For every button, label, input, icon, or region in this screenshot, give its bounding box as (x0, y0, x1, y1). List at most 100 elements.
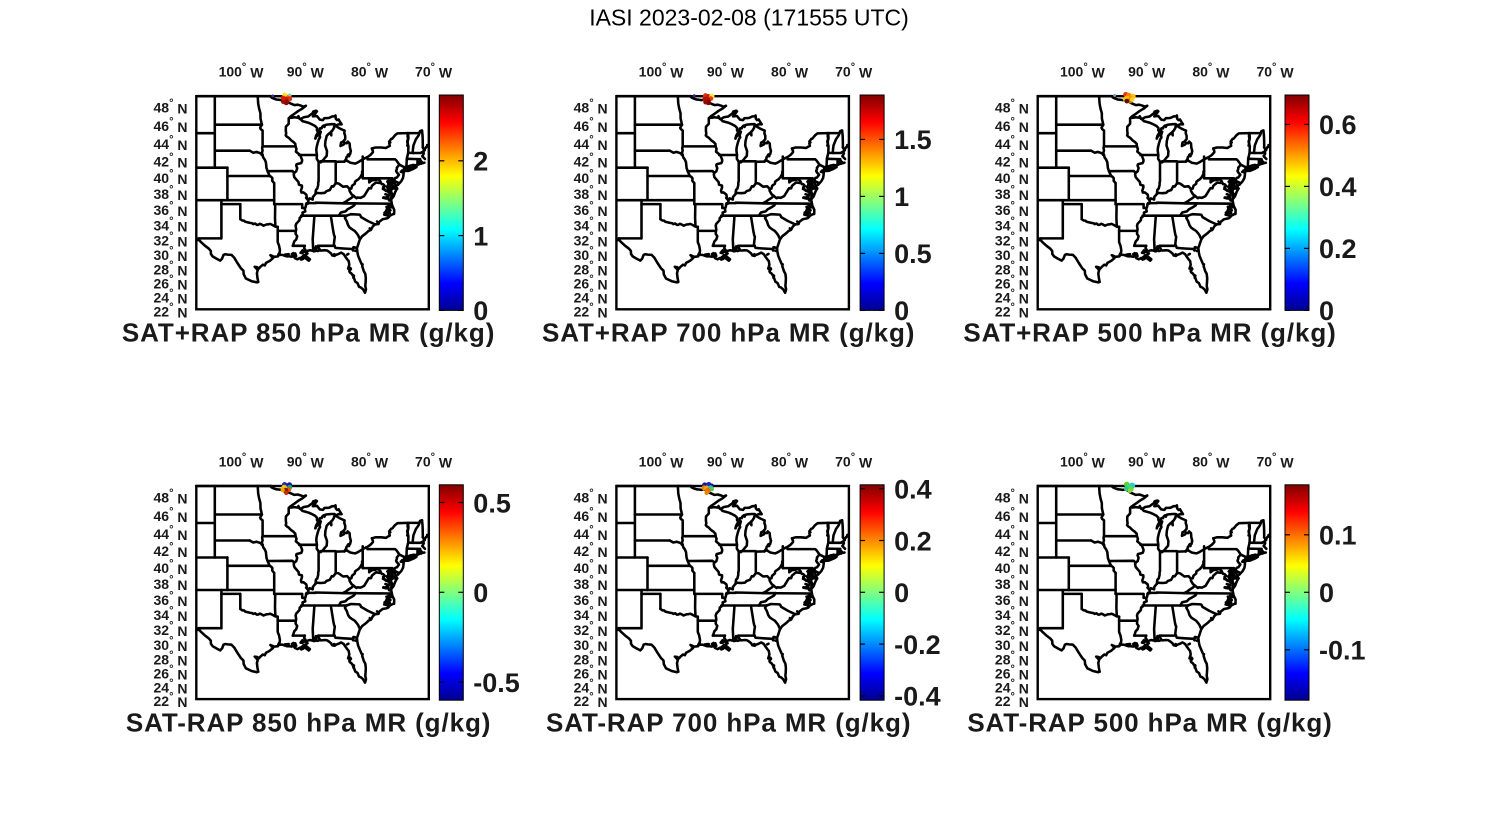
svg-text:40° N: 40° N (995, 558, 1029, 577)
svg-text:40° N: 40° N (154, 558, 188, 577)
svg-text:42° N: 42° N (574, 151, 608, 170)
svg-text:38° N: 38° N (995, 574, 1029, 593)
svg-text:100° W: 100° W (1060, 451, 1106, 470)
svg-text:48° N: 48° N (995, 98, 1029, 117)
svg-text:100° W: 100° W (219, 62, 265, 81)
svg-text:48° N: 48° N (574, 98, 608, 117)
svg-text:80° W: 80° W (1192, 62, 1230, 81)
svg-text:46° N: 46° N (574, 116, 608, 135)
svg-text:46° N: 46° N (154, 116, 188, 135)
svg-text:22° N: 22° N (574, 301, 608, 320)
svg-text:46° N: 46° N (154, 506, 188, 525)
svg-text:30° N: 30° N (995, 245, 1029, 264)
svg-text:44° N: 44° N (574, 134, 608, 153)
svg-text:42° N: 42° N (995, 151, 1029, 170)
svg-text:26° N: 26° N (995, 274, 1029, 293)
svg-text:-0.2: -0.2 (894, 630, 941, 660)
svg-text:30° N: 30° N (574, 245, 608, 264)
svg-text:90° W: 90° W (1128, 451, 1166, 470)
svg-text:30° N: 30° N (995, 635, 1029, 654)
svg-text:0: 0 (1319, 578, 1334, 608)
svg-text:38° N: 38° N (995, 184, 1029, 203)
svg-text:IASI 2023-02-08 (171555 UTC): IASI 2023-02-08 (171555 UTC) (589, 5, 909, 31)
svg-text:90° W: 90° W (287, 451, 325, 470)
svg-text:38° N: 38° N (154, 184, 188, 203)
svg-text:36° N: 36° N (995, 590, 1029, 609)
svg-text:22° N: 22° N (995, 691, 1029, 710)
svg-text:42° N: 42° N (574, 541, 608, 560)
svg-text:28° N: 28° N (154, 649, 188, 668)
svg-text:46° N: 46° N (995, 116, 1029, 135)
svg-text:SAT+RAP 500 hPa MR (g/kg): SAT+RAP 500 hPa MR (g/kg) (963, 318, 1336, 348)
svg-text:100° W: 100° W (1060, 62, 1106, 81)
svg-text:100° W: 100° W (639, 451, 685, 470)
svg-text:34° N: 34° N (574, 605, 608, 624)
svg-text:36° N: 36° N (154, 200, 188, 219)
svg-text:26° N: 26° N (574, 274, 608, 293)
svg-text:22° N: 22° N (154, 301, 188, 320)
svg-text:22° N: 22° N (995, 301, 1029, 320)
svg-text:24° N: 24° N (154, 677, 188, 696)
svg-text:36° N: 36° N (995, 200, 1029, 219)
svg-text:90° W: 90° W (1128, 62, 1166, 81)
svg-text:48° N: 48° N (574, 488, 608, 507)
svg-text:26° N: 26° N (995, 664, 1029, 683)
svg-text:44° N: 44° N (995, 134, 1029, 153)
svg-text:24° N: 24° N (154, 288, 188, 307)
svg-text:40° N: 40° N (154, 168, 188, 187)
svg-text:0: 0 (473, 296, 488, 326)
svg-text:80° W: 80° W (351, 62, 389, 81)
svg-text:40° N: 40° N (995, 168, 1029, 187)
svg-text:34° N: 34° N (995, 215, 1029, 234)
svg-text:0.4: 0.4 (894, 475, 932, 505)
svg-text:46° N: 46° N (995, 506, 1029, 525)
svg-text:-0.4: -0.4 (894, 682, 941, 712)
svg-text:0.2: 0.2 (894, 526, 932, 556)
svg-text:30° N: 30° N (154, 635, 188, 654)
svg-text:90° W: 90° W (707, 451, 745, 470)
svg-text:0: 0 (894, 296, 909, 326)
svg-text:30° N: 30° N (574, 635, 608, 654)
svg-text:0.5: 0.5 (473, 488, 511, 518)
svg-text:28° N: 28° N (574, 260, 608, 279)
svg-text:24° N: 24° N (574, 288, 608, 307)
svg-text:48° N: 48° N (154, 488, 188, 507)
svg-text:70° W: 70° W (835, 62, 873, 81)
svg-text:28° N: 28° N (995, 649, 1029, 668)
svg-text:0: 0 (473, 578, 488, 608)
svg-text:28° N: 28° N (154, 260, 188, 279)
svg-text:SAT+RAP 700 hPa MR (g/kg): SAT+RAP 700 hPa MR (g/kg) (542, 318, 915, 348)
svg-text:70° W: 70° W (415, 62, 453, 81)
svg-text:26° N: 26° N (154, 664, 188, 683)
svg-text:24° N: 24° N (574, 677, 608, 696)
svg-text:34° N: 34° N (154, 605, 188, 624)
svg-text:0: 0 (894, 578, 909, 608)
svg-text:0.6: 0.6 (1319, 110, 1357, 140)
svg-text:40° N: 40° N (574, 168, 608, 187)
svg-text:26° N: 26° N (154, 274, 188, 293)
svg-text:0.4: 0.4 (1319, 172, 1357, 202)
svg-text:32° N: 32° N (574, 620, 608, 639)
svg-text:34° N: 34° N (574, 215, 608, 234)
svg-text:80° W: 80° W (771, 62, 809, 81)
svg-text:48° N: 48° N (995, 488, 1029, 507)
svg-text:1: 1 (473, 221, 488, 251)
svg-text:1.5: 1.5 (894, 125, 932, 155)
svg-text:90° W: 90° W (287, 62, 325, 81)
svg-text:SAT+RAP 850 hPa MR (g/kg): SAT+RAP 850 hPa MR (g/kg) (122, 318, 495, 348)
svg-text:24° N: 24° N (995, 677, 1029, 696)
svg-text:0: 0 (1319, 296, 1334, 326)
svg-text:80° W: 80° W (771, 451, 809, 470)
svg-text:36° N: 36° N (574, 590, 608, 609)
svg-text:90° W: 90° W (707, 62, 745, 81)
svg-text:-0.5: -0.5 (473, 668, 520, 698)
svg-text:38° N: 38° N (574, 574, 608, 593)
svg-text:36° N: 36° N (154, 590, 188, 609)
svg-text:0.5: 0.5 (894, 239, 932, 269)
svg-text:2: 2 (473, 147, 488, 177)
svg-text:42° N: 42° N (995, 541, 1029, 560)
svg-text:44° N: 44° N (154, 524, 188, 543)
svg-text:36° N: 36° N (574, 200, 608, 219)
svg-text:28° N: 28° N (995, 260, 1029, 279)
svg-text:32° N: 32° N (154, 620, 188, 639)
